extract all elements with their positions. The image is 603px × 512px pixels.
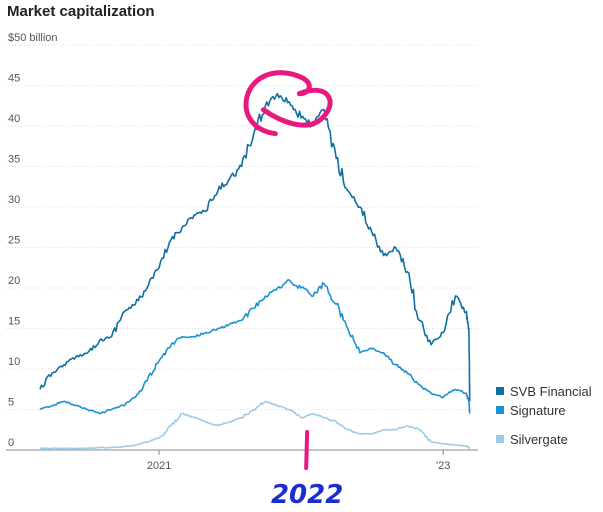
series-lines <box>39 92 471 450</box>
y-tick-label: 45 <box>8 73 20 85</box>
y-tick-label: 15 <box>8 316 20 328</box>
legend-swatch <box>496 435 504 443</box>
x-tick-label: 2021 <box>147 460 171 472</box>
series-line <box>39 279 471 415</box>
legend-label: Silvergate <box>510 432 568 447</box>
series-line <box>39 92 471 402</box>
y-tick-label: 25 <box>8 235 20 247</box>
y-tick-labels: $50 billion 45 40 35 30 25 20 15 10 5 0 <box>8 32 58 449</box>
y-tick-label: 40 <box>8 113 20 125</box>
annotations: 2022 <box>243 70 343 510</box>
y-tick-label: 20 <box>8 275 20 287</box>
y-tick-label: 30 <box>8 194 20 206</box>
x-tick-label: '23 <box>436 460 450 472</box>
y-tick-label: 5 <box>8 397 14 409</box>
series-line <box>39 400 471 450</box>
grid <box>6 44 478 451</box>
annotation-year-label: 2022 <box>271 480 343 510</box>
y-tick-label: 0 <box>8 437 14 449</box>
y-tick-label: $50 billion <box>8 32 58 44</box>
chart-title: Market capitalization <box>7 3 155 20</box>
y-tick-label: 35 <box>8 154 20 166</box>
legend-label: Signature <box>510 403 566 418</box>
x-ticks: 2021 '23 <box>147 450 450 472</box>
legend: SVB Financial Signature Silvergate <box>496 384 592 447</box>
legend-swatch <box>496 387 504 395</box>
annotation-circle <box>243 70 333 137</box>
annotation-mark <box>304 430 310 470</box>
legend-label: SVB Financial <box>510 384 592 399</box>
y-tick-label: 10 <box>8 356 20 368</box>
legend-swatch <box>496 406 504 414</box>
